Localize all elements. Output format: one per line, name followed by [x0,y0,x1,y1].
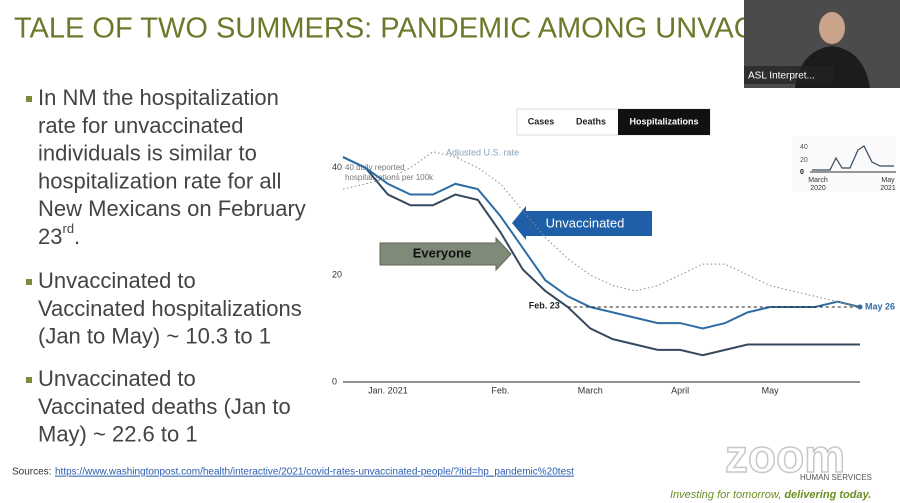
bullet-text: Unvaccinated to [38,366,196,391]
bullet-marker [26,279,32,285]
x-tick-label: April [671,385,689,395]
bullet-text: (Jan to May) ~ 10.3 to 1 [38,323,271,348]
series-line [342,151,861,308]
person-head [819,12,845,44]
bullet-text: individuals is similar to [38,140,257,165]
inset-line [812,145,894,171]
bullet-text: rate for unvaccinated [38,113,243,138]
tab[interactable]: Deaths [576,116,606,126]
video-label-bg [744,66,834,84]
bullet-line: hospitalization rate for all [38,168,281,193]
bullet-sup: rd [62,221,74,236]
bullet-line: 23rd. [38,221,80,248]
bullet-line: Unvaccinated to [38,366,196,391]
series-line [342,156,860,357]
x-tick-label: March [578,385,603,395]
x-tick-label: Jan. 2021 [368,385,408,395]
slide-title: TALE OF TWO SUMMERS: PANDEMIC AMONG UNVA… [14,13,776,45]
axis-note: 40 daily reported [345,163,405,172]
bullet-end: . [74,224,80,249]
bullet-line: rate for unvaccinated [38,113,243,138]
bullet-text: May) ~ 22.6 to 1 [38,421,198,446]
bullet-line: Vaccinated hospitalizations [38,296,302,321]
bullet-text: In NM the hospitalization [38,85,279,110]
bullet-text: Vaccinated hospitalizations [38,296,302,321]
tab[interactable]: Hospitalizations [629,116,698,126]
arrow-label: Everyone [413,245,472,260]
arrow-everyone [379,236,512,272]
sources-link[interactable]: https://www.washingtonpost.com/health/in… [55,467,574,478]
bullet-line: individuals is similar to [38,140,257,165]
bullets: In NM the hospitalization rate for unvacc… [26,85,306,446]
bullet-line: New Mexicans on February [38,196,306,221]
zoom-logo: zoom [725,430,845,482]
end-point [857,304,863,310]
tagline-part: delivering today. [784,489,871,501]
bullet-marker [26,377,32,383]
arrow-label: Unvaccinated [546,215,625,230]
bullet-text: Vaccinated deaths (Jan to [38,394,291,419]
video-label: ASL Interpret... [748,71,815,82]
inset-tick: 20 [800,157,808,164]
bullet-marker [26,96,32,102]
bullet-line: May) ~ 22.6 to 1 [38,421,198,446]
inset-panel [792,136,896,192]
tagline-part: Investing for tomorrow, [670,489,784,501]
tab-active [618,109,710,135]
series-label: Adjusted U.S. rate [446,147,519,157]
inset-x-label: May [881,177,895,184]
bullet-text: hospitalization rate for all [38,168,281,193]
bullet-text: 23 [38,224,62,249]
tagline: Investing for tomorrow, delivering today… [670,489,871,501]
bullet-line: Vaccinated deaths (Jan to [38,394,291,419]
bullet-line: Unvaccinated to [38,268,196,293]
y-tick-label: 20 [332,269,342,279]
inset-x-label: March [808,177,828,184]
end-label: May 26 [865,301,895,311]
y-tick-label: 40 [332,162,342,172]
inset-x-label: 2021 [880,185,896,192]
x-tick-label: Feb. [491,385,509,395]
y-tick-label: 0 [332,376,337,386]
bullet-text: Unvaccinated to [38,268,196,293]
sources-label: Sources: [12,467,51,478]
x-tick-label: May [762,385,780,395]
start-label: Feb. 23 [529,300,560,310]
tab[interactable]: Cases [528,116,555,126]
bullet-line: In NM the hospitalization [38,85,279,110]
inset-x-label: 2020 [810,185,826,192]
arrow-unvaccinated [512,206,652,240]
inset-tick: 0 [800,169,804,176]
bullet-line: (Jan to May) ~ 10.3 to 1 [38,323,271,348]
inset-tick: 40 [800,144,808,151]
bullet-text: New Mexicans on February [38,196,306,221]
org-name: HUMAN SERVICES [800,473,872,482]
